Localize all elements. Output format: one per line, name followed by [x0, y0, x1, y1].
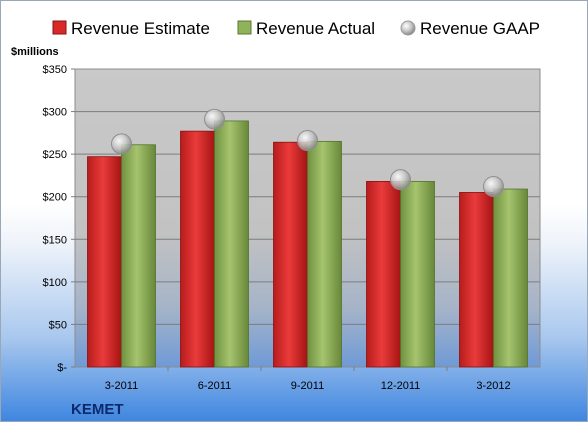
gaap-point — [111, 133, 132, 155]
x-tick-label: 12-2011 — [381, 380, 421, 392]
bar-actual — [214, 120, 249, 368]
gaap-point — [204, 108, 225, 130]
bar-actual — [121, 144, 156, 368]
y-tick-label: $300 — [43, 107, 67, 119]
legend-label-estimate: Revenue Estimate — [71, 19, 210, 38]
x-axis-ticks: 3-2011 6-2011 9-2011 12-2011 3-2012 — [105, 367, 511, 392]
y-tick-label: $150 — [43, 234, 67, 246]
unit-label: $millions — [11, 46, 59, 58]
legend-item-estimate: Revenue Estimate — [52, 19, 210, 38]
bar-estimate — [366, 180, 401, 368]
x-tick-label: 3-2012 — [476, 380, 510, 392]
y-tick-label: $100 — [43, 277, 67, 289]
gaap-point — [297, 130, 318, 152]
x-tick-label: 6-2011 — [198, 380, 231, 392]
bar-estimate — [180, 130, 215, 368]
gaap-point — [390, 169, 411, 191]
y-tick-label: $250 — [43, 149, 67, 161]
bar-actual — [307, 140, 342, 368]
legend-swatch-estimate — [52, 20, 67, 35]
bar-estimate — [87, 156, 122, 368]
y-tick-label: $- — [57, 362, 67, 374]
y-tick-label: $200 — [43, 192, 67, 204]
legend: Revenue Estimate Revenue Actual Revenue … — [52, 19, 540, 38]
bar-estimate — [273, 141, 308, 368]
gaap-point — [483, 175, 504, 197]
legend-swatch-actual — [237, 20, 252, 35]
bars — [87, 120, 528, 368]
x-tick-label: 9-2011 — [291, 380, 324, 392]
y-axis-ticks: $350 $300 $250 $200 $150 $100 $50 $- — [43, 64, 75, 374]
gaap-points — [111, 108, 504, 197]
company-name: KEMET — [71, 401, 124, 418]
legend-swatch-gaap — [400, 20, 416, 36]
y-tick-label: $350 — [43, 64, 67, 76]
legend-item-gaap: Revenue GAAP — [400, 19, 540, 38]
bar-actual — [493, 188, 528, 368]
legend-item-actual: Revenue Actual — [237, 19, 375, 38]
legend-label-gaap: Revenue GAAP — [420, 19, 540, 38]
bar-actual — [400, 180, 435, 368]
y-tick-label: $50 — [49, 319, 67, 331]
legend-label-actual: Revenue Actual — [256, 19, 375, 38]
bar-estimate — [459, 192, 494, 368]
x-tick-label: 3-2011 — [105, 380, 138, 392]
